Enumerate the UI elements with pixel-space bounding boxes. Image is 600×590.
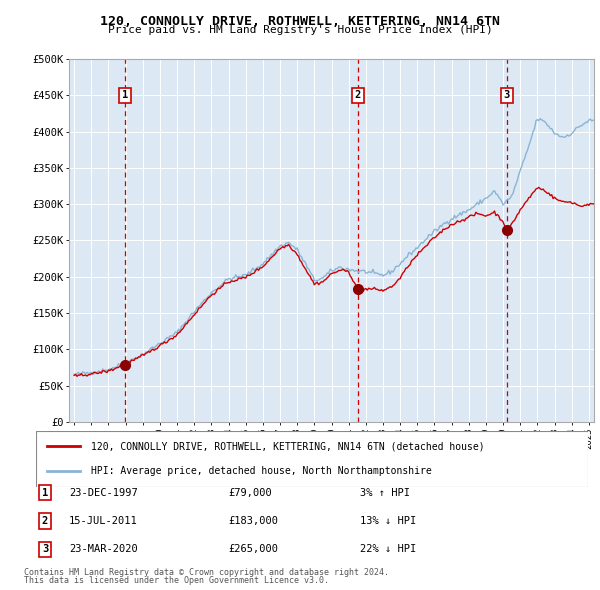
Text: 22% ↓ HPI: 22% ↓ HPI xyxy=(360,545,416,554)
Text: £183,000: £183,000 xyxy=(228,516,278,526)
Text: 1: 1 xyxy=(42,488,48,497)
Text: 3: 3 xyxy=(42,545,48,554)
FancyBboxPatch shape xyxy=(36,431,588,487)
Text: 1: 1 xyxy=(122,90,128,100)
Text: 3% ↑ HPI: 3% ↑ HPI xyxy=(360,488,410,497)
Text: 23-MAR-2020: 23-MAR-2020 xyxy=(69,545,138,554)
Text: HPI: Average price, detached house, North Northamptonshire: HPI: Average price, detached house, Nort… xyxy=(91,466,432,476)
Text: 120, CONNOLLY DRIVE, ROTHWELL, KETTERING, NN14 6TN (detached house): 120, CONNOLLY DRIVE, ROTHWELL, KETTERING… xyxy=(91,441,485,451)
Text: £79,000: £79,000 xyxy=(228,488,272,497)
Text: Contains HM Land Registry data © Crown copyright and database right 2024.: Contains HM Land Registry data © Crown c… xyxy=(24,568,389,577)
Text: 13% ↓ HPI: 13% ↓ HPI xyxy=(360,516,416,526)
Text: 23-DEC-1997: 23-DEC-1997 xyxy=(69,488,138,497)
Text: Price paid vs. HM Land Registry's House Price Index (HPI): Price paid vs. HM Land Registry's House … xyxy=(107,25,493,35)
Text: This data is licensed under the Open Government Licence v3.0.: This data is licensed under the Open Gov… xyxy=(24,576,329,585)
Text: 2: 2 xyxy=(355,90,361,100)
Text: 120, CONNOLLY DRIVE, ROTHWELL, KETTERING, NN14 6TN: 120, CONNOLLY DRIVE, ROTHWELL, KETTERING… xyxy=(100,15,500,28)
Text: 3: 3 xyxy=(504,90,510,100)
Text: 2: 2 xyxy=(42,516,48,526)
Text: £265,000: £265,000 xyxy=(228,545,278,554)
Text: 15-JUL-2011: 15-JUL-2011 xyxy=(69,516,138,526)
